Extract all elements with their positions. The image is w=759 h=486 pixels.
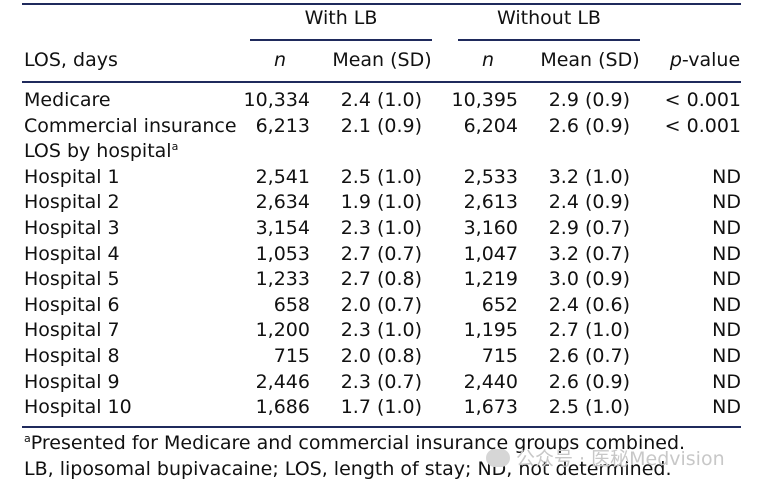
cell-mean-without: 2.6 (0.7): [548, 345, 630, 367]
cell-mean-with: 2.5 (1.0): [340, 166, 422, 188]
row-label: Commercial insurance: [24, 115, 237, 137]
cell-n-without: 3,160: [463, 217, 518, 239]
cell-n-with: 1,200: [255, 319, 310, 341]
footnote-abbreviations: LB, liposomal bupivacaine; LOS, length o…: [24, 458, 672, 480]
cell-n-without: 2,613: [463, 191, 518, 213]
row-label: Hospital 9: [24, 371, 120, 393]
cell-mean-with: 2.1 (0.9): [340, 115, 422, 137]
cell-mean-with: 2.3 (1.0): [340, 319, 422, 341]
cell-p-value: ND: [712, 345, 741, 367]
cell-n-with: 2,634: [255, 191, 310, 213]
cell-p-value: ND: [712, 217, 741, 239]
without-lb-underline: [458, 39, 640, 41]
header-without-lb: Without LB: [497, 7, 601, 29]
cell-n-without: 2,440: [463, 371, 518, 393]
watermark: 公众号 · 医秘Medvision: [486, 444, 725, 471]
bottom-rule: [22, 426, 741, 428]
cell-p-value: ND: [712, 268, 741, 290]
cell-p-value: ND: [712, 396, 741, 418]
cell-mean-without: 2.4 (0.9): [548, 191, 630, 213]
header-rule: [22, 81, 741, 83]
cell-n-without: 652: [481, 294, 518, 316]
top-rule: [22, 3, 741, 5]
header-n-without: n: [481, 49, 495, 71]
cell-p-value: ND: [712, 243, 741, 265]
row-label: Hospital 8: [24, 345, 120, 367]
cell-mean-with: 1.9 (1.0): [340, 191, 422, 213]
cell-n-with: 2,541: [255, 166, 310, 188]
cell-n-with: 2,446: [255, 371, 310, 393]
cell-mean-without: 2.5 (1.0): [548, 396, 630, 418]
cell-n-without: 2,533: [463, 166, 518, 188]
cell-p-value: ND: [712, 294, 741, 316]
wechat-icon: [486, 449, 510, 467]
row-label: Hospital 2: [24, 191, 120, 213]
cell-mean-with: 2.0 (0.8): [340, 345, 422, 367]
cell-n-with: 715: [273, 345, 310, 367]
cell-p-value: ND: [712, 166, 741, 188]
row-label: Hospital 6: [24, 294, 120, 316]
header-row-label: LOS, days: [24, 49, 118, 71]
cell-mean-without: 2.6 (0.9): [548, 115, 630, 137]
header-mean-with: Mean (SD): [332, 49, 432, 71]
with-lb-underline: [250, 39, 432, 41]
row-label: LOS by hospitala: [24, 140, 179, 162]
cell-n-without: 1,673: [463, 396, 518, 418]
cell-n-with: 3,154: [255, 217, 310, 239]
header-p-value: p-value: [669, 49, 741, 71]
cell-n-without: 715: [481, 345, 518, 367]
cell-n-without: 1,195: [463, 319, 518, 341]
cell-mean-with: 2.4 (1.0): [340, 89, 422, 111]
cell-mean-without: 2.7 (1.0): [548, 319, 630, 341]
row-label: Medicare: [24, 89, 111, 111]
cell-n-without: 1,047: [463, 243, 518, 265]
cell-mean-with: 2.7 (0.8): [340, 268, 422, 290]
cell-mean-without: 3.2 (1.0): [548, 166, 630, 188]
header-with-lb: With LB: [304, 7, 378, 29]
cell-n-with: 658: [273, 294, 310, 316]
cell-n-without: 1,219: [463, 268, 518, 290]
cell-mean-without: 2.9 (0.9): [548, 89, 630, 111]
cell-n-with: 1,686: [255, 396, 310, 418]
cell-mean-without: 2.6 (0.9): [548, 371, 630, 393]
cell-p-value: ND: [712, 371, 741, 393]
cell-mean-with: 2.3 (0.7): [340, 371, 422, 393]
cell-p-value: ND: [712, 319, 741, 341]
row-label: Hospital 10: [24, 396, 132, 418]
footnote-a: aPresented for Medicare and commercial i…: [24, 432, 686, 454]
row-label: Hospital 5: [24, 268, 120, 290]
row-label: Hospital 4: [24, 243, 120, 265]
cell-p-value: < 0.001: [664, 115, 741, 137]
cell-mean-without: 2.9 (0.7): [548, 217, 630, 239]
cell-p-value: < 0.001: [664, 89, 741, 111]
cell-mean-without: 2.4 (0.6): [548, 294, 630, 316]
cell-n-with: 6,213: [255, 115, 310, 137]
cell-n-with: 1,233: [255, 268, 310, 290]
cell-mean-with: 2.0 (0.7): [340, 294, 422, 316]
cell-mean-with: 1.7 (1.0): [340, 396, 422, 418]
cell-n-without: 6,204: [463, 115, 518, 137]
cell-mean-with: 2.7 (0.7): [340, 243, 422, 265]
row-label: Hospital 7: [24, 319, 120, 341]
cell-p-value: ND: [712, 191, 741, 213]
cell-mean-with: 2.3 (1.0): [340, 217, 422, 239]
cell-mean-without: 3.0 (0.9): [548, 268, 630, 290]
header-mean-without: Mean (SD): [540, 49, 640, 71]
cell-n-with: 10,334: [243, 89, 310, 111]
row-label: Hospital 1: [24, 166, 120, 188]
cell-mean-without: 3.2 (0.7): [548, 243, 630, 265]
cell-n-without: 10,395: [451, 89, 518, 111]
cell-n-with: 1,053: [255, 243, 310, 265]
header-n-with: n: [273, 49, 287, 71]
row-label: Hospital 3: [24, 217, 120, 239]
